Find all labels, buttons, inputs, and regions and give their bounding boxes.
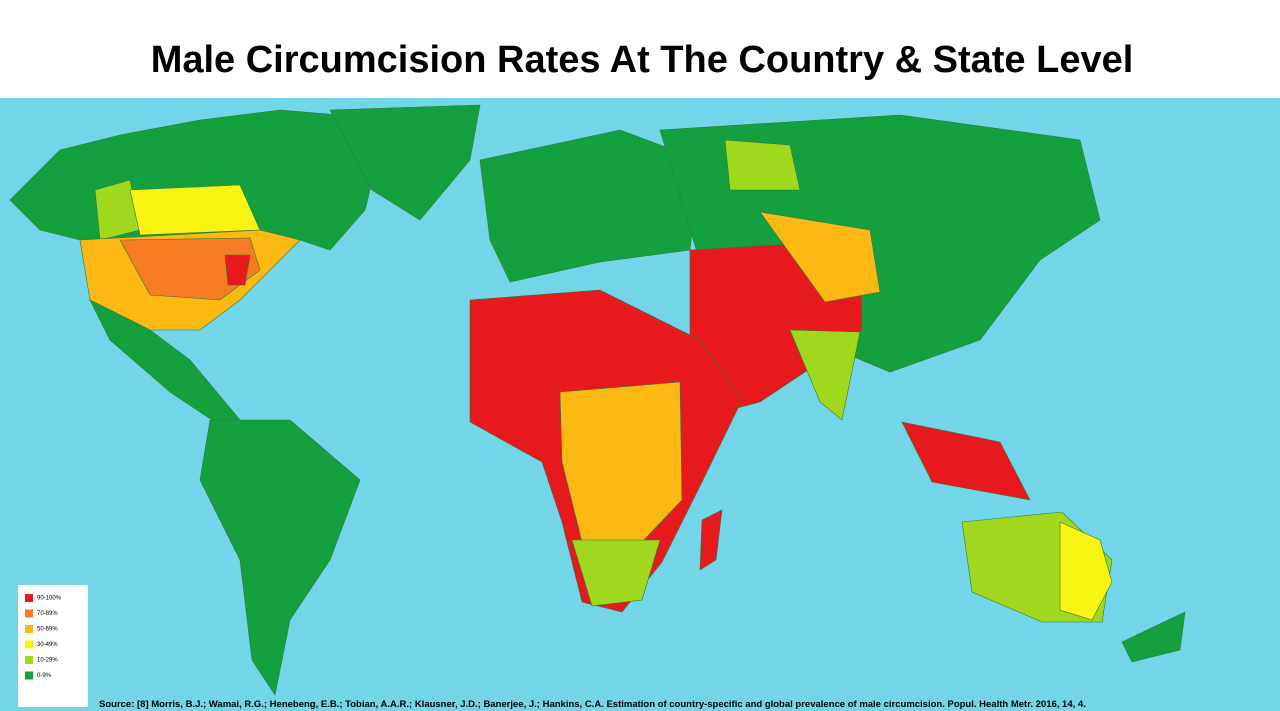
southern-africa (571, 539, 661, 607)
source: Source: [8] Morris, B.J.; Wamai, R.G.; H… (99, 699, 1086, 710)
legend-swatch (25, 609, 33, 618)
new-zealand (1121, 611, 1186, 663)
central-asia (759, 211, 881, 303)
region (129, 184, 261, 236)
region (224, 254, 251, 286)
legend-swatch (25, 656, 33, 664)
indonesia (901, 421, 1031, 501)
australia-east (1059, 521, 1113, 621)
central-africa (559, 381, 683, 543)
world-map (9, 104, 1186, 696)
legend-swatch (25, 671, 33, 680)
legend-swatch (25, 625, 33, 633)
europe (479, 129, 701, 283)
legend-label: 0-9% (37, 673, 52, 679)
legend-label: 10-29% (37, 658, 58, 664)
legend-label: 90-100% (37, 596, 62, 602)
madagascar (699, 509, 723, 571)
legend-swatch (25, 594, 33, 602)
legend-label: 50-69% (37, 627, 58, 633)
legend: 90-100% 70-89% 50-69% 30-49% 10-29% 0-9% (25, 594, 62, 680)
legend-swatch (25, 640, 33, 649)
india (789, 329, 861, 421)
south-america (199, 419, 361, 696)
greenland (329, 104, 481, 221)
legend-label: 70-89% (37, 611, 58, 617)
legend-label: 30-49% (37, 642, 58, 648)
title: Male Circumcision Rates At The Country &… (151, 39, 1134, 81)
region (724, 139, 801, 191)
